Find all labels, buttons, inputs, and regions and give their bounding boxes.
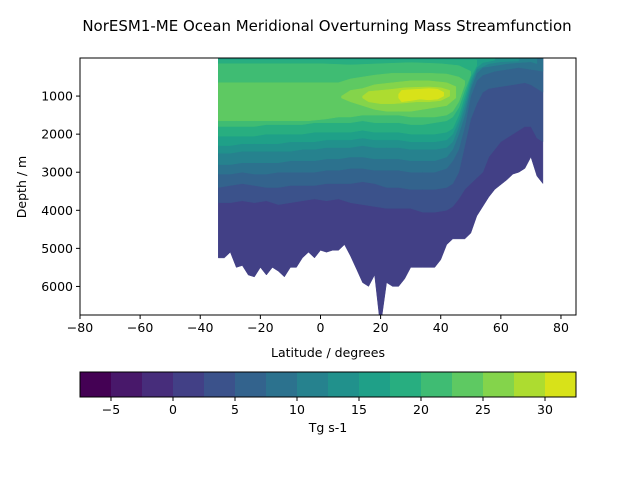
colorbar-swatch	[266, 372, 298, 397]
colorbar-tick-label: 25	[475, 402, 491, 417]
colorbar-swatch	[297, 372, 329, 397]
x-tick-label: 0	[317, 320, 325, 335]
y-tick-label: 2000	[41, 127, 73, 142]
y-tick-label: 1000	[41, 89, 73, 104]
colorbar-tick-label: −5	[102, 402, 120, 417]
x-tick-label: −60	[127, 320, 153, 335]
x-tick-label: 60	[493, 320, 509, 335]
y-tick-label: 4000	[41, 203, 73, 218]
colorbar-label: Tg s-1	[308, 420, 348, 435]
colorbar-swatch	[173, 372, 205, 397]
x-tick-label: 80	[553, 320, 569, 335]
contour-level-12	[398, 88, 444, 103]
plot-area	[218, 58, 544, 315]
y-tick-label: 3000	[41, 165, 73, 180]
colorbar-tick-label: 15	[351, 402, 367, 417]
x-tick-label: 20	[373, 320, 389, 335]
plot-frame	[79, 57, 577, 316]
colorbar-swatch	[328, 372, 360, 397]
colorbar-tick-label: 5	[231, 402, 239, 417]
y-axis: 1000 2000 3000 4000 5000 6000	[41, 89, 80, 294]
colorbar-swatch	[421, 372, 453, 397]
colorbar-tick-label: 20	[413, 402, 429, 417]
colorbar-swatch	[142, 372, 174, 397]
colorbar-tick-label: 10	[289, 402, 305, 417]
x-axis: −80 −60 −40 −20 0 20 40 60 80	[67, 315, 569, 335]
chart-title: NorESM1-ME Ocean Meridional Overturning …	[82, 17, 571, 35]
colorbar-swatch	[235, 372, 267, 397]
colorbar-swatch	[204, 372, 236, 397]
colorbar-swatch	[390, 372, 422, 397]
colorbar-frame	[79, 371, 577, 398]
colorbar-tick-label: 30	[537, 402, 553, 417]
x-tick-label: −20	[247, 320, 273, 335]
colorbar-swatch	[452, 372, 484, 397]
colorbar-swatch	[359, 372, 391, 397]
colorbar: −5 0 5 10 15 20 25 30	[80, 372, 577, 417]
colorbar-swatch	[111, 372, 143, 397]
y-tick-label: 6000	[41, 279, 73, 294]
x-axis-label: Latitude / degrees	[271, 345, 385, 360]
y-axis-label: Depth / m	[14, 156, 29, 218]
colorbar-swatch	[483, 372, 515, 397]
x-tick-label: 40	[433, 320, 449, 335]
x-tick-label: −80	[67, 320, 93, 335]
colorbar-swatch	[80, 372, 112, 397]
colorbar-swatch	[545, 372, 577, 397]
colorbar-tick-label: 0	[169, 402, 177, 417]
colorbar-swatch	[514, 372, 546, 397]
x-tick-label: −40	[187, 320, 213, 335]
y-tick-label: 5000	[41, 241, 73, 256]
